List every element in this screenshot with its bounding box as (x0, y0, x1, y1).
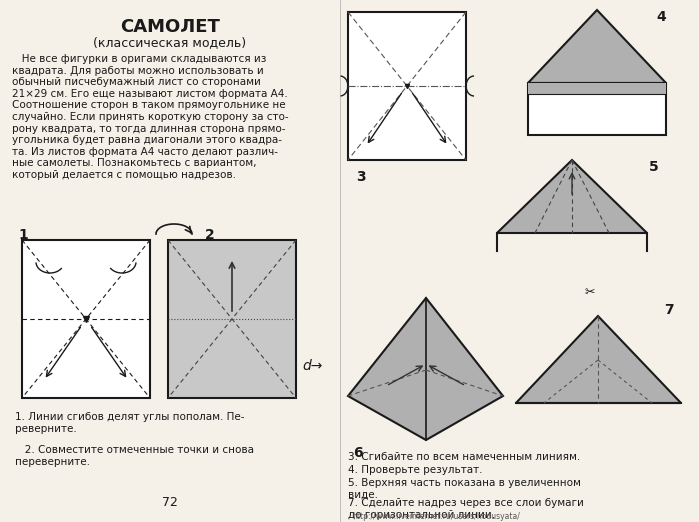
Bar (348, 12, 466, 160)
Text: 4. Проверьте результат.: 4. Проверьте результат. (348, 465, 482, 475)
Polygon shape (497, 160, 647, 233)
Text: 2: 2 (205, 228, 215, 242)
Text: http://www.liveinternet.ru/users/hodusyata/: http://www.liveinternet.ru/users/hodusya… (352, 512, 520, 521)
Bar (168, 240, 296, 398)
Text: 5: 5 (649, 160, 658, 174)
Text: 72: 72 (162, 496, 178, 509)
Text: Не все фигурки в оригами складываются из
квадрата. Для работы можно использовать: Не все фигурки в оригами складываются из… (12, 54, 289, 180)
Text: 1: 1 (18, 228, 28, 242)
Bar (22, 240, 150, 398)
Text: 3. Сгибайте по всем намеченным линиям.: 3. Сгибайте по всем намеченным линиям. (348, 452, 580, 462)
Text: d→: d→ (302, 359, 322, 373)
Text: 6: 6 (353, 446, 363, 460)
Text: 7: 7 (664, 303, 674, 317)
Text: ✂: ✂ (584, 286, 595, 299)
Text: 7. Сделайте надрез через все слои бумаги
до горизонтальной линии.: 7. Сделайте надрез через все слои бумаги… (348, 498, 584, 519)
Text: САМОЛЕТ: САМОЛЕТ (120, 18, 220, 36)
Polygon shape (516, 316, 681, 403)
Text: 3: 3 (356, 170, 366, 184)
Text: (классическая модель): (классическая модель) (94, 36, 247, 49)
Text: 4: 4 (656, 10, 665, 24)
Text: 2. Совместите отмеченные точки и снова
переверните.: 2. Совместите отмеченные точки и снова п… (15, 445, 254, 467)
Text: 5. Верхняя часть показана в увеличенном
виде.: 5. Верхняя часть показана в увеличенном … (348, 478, 581, 500)
Bar (528, 83, 666, 135)
Text: 1. Линии сгибов делят углы пополам. Пе-
реверните.: 1. Линии сгибов делят углы пополам. Пе- … (15, 412, 245, 434)
Bar (528, 83, 666, 94)
Polygon shape (528, 10, 666, 83)
Polygon shape (348, 298, 503, 440)
